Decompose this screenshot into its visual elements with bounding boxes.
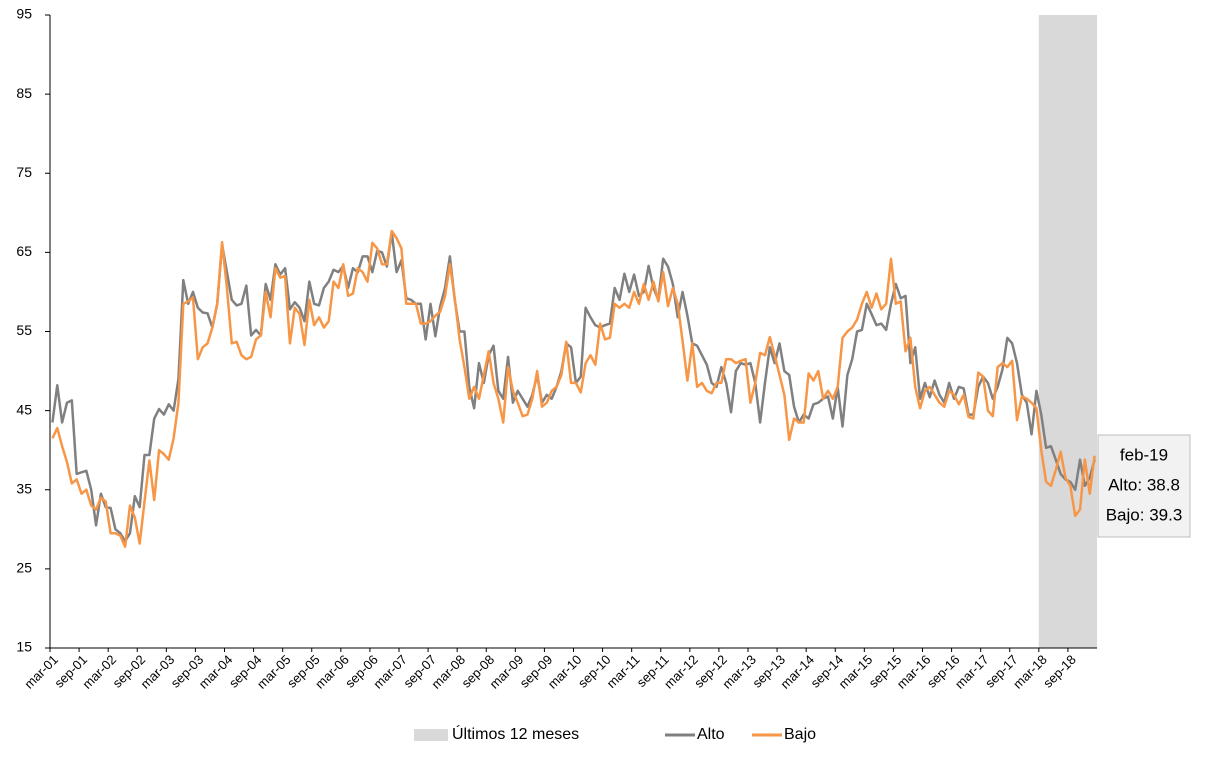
y-tick-label: 45	[16, 401, 32, 417]
legend-swatch	[414, 729, 448, 741]
x-tick-label: mar-11	[604, 652, 643, 691]
y-tick-label: 75	[16, 164, 32, 180]
y-tick-label: 65	[16, 243, 32, 259]
annotation-text: Bajo: 39.3	[1106, 505, 1183, 524]
y-tick-label: 35	[16, 480, 32, 496]
y-tick-label: 85	[16, 85, 32, 101]
annotation-text: Alto: 38.8	[1108, 475, 1180, 494]
x-tick-label: mar-01	[21, 652, 61, 692]
y-tick-label: 25	[16, 560, 32, 576]
annotation-box	[1097, 434, 1191, 538]
highlight-region	[1038, 15, 1097, 648]
y-tick-label: 15	[16, 639, 32, 655]
series-line	[51, 229, 1096, 548]
legend-label: Últimos 12 meses	[452, 724, 579, 743]
annotation-text: feb-19	[1120, 445, 1168, 464]
legend-label: Alto	[697, 726, 725, 743]
y-tick-label: 95	[16, 6, 32, 22]
legend-label: Bajo	[784, 726, 816, 743]
x-tick-label: sep-18	[1040, 652, 1079, 691]
series-line	[51, 231, 1096, 543]
y-tick-label: 55	[16, 322, 32, 338]
